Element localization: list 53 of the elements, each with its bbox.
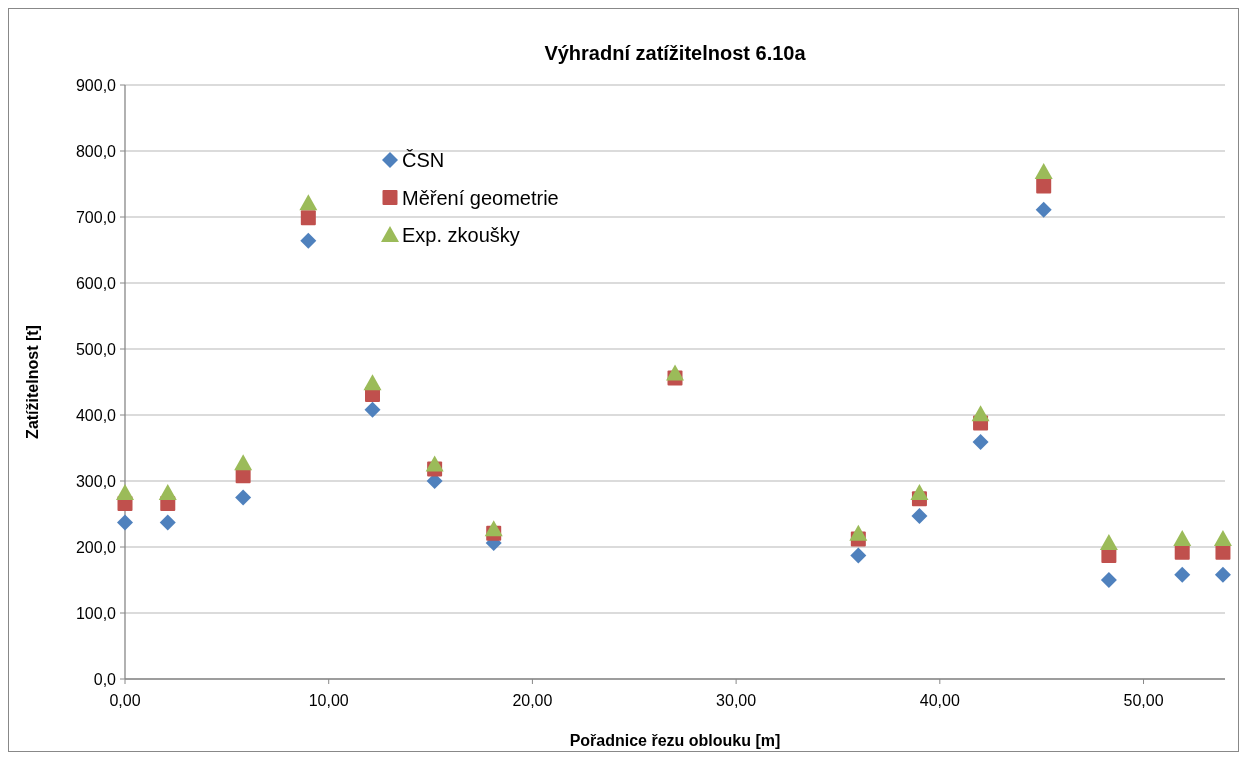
x-tick-label: 50,00 [1123,692,1164,709]
point [300,232,317,249]
point [910,483,929,500]
y-tick-label: 600,0 [75,274,117,292]
y-tick-label: 700,0 [75,208,117,226]
y-tick-label: 300,0 [75,472,117,490]
point [1036,178,1052,194]
y-tick-label: 900,0 [75,76,117,94]
x-tick-label: 10,00 [308,692,349,709]
point [1035,201,1052,218]
point [850,547,867,564]
y-tick-label: 500,0 [75,340,117,358]
legend-label: Exp. zkoušky [402,224,520,246]
point [159,514,176,531]
y-tick-label: 0,0 [93,670,117,688]
point [971,405,990,422]
point [1174,544,1190,560]
point [972,434,989,451]
point [1215,544,1231,560]
x-axis-title: Pořadnice řezu oblouku [m] [569,732,781,749]
point [1174,566,1191,583]
point [1173,530,1192,547]
point [234,454,253,471]
y-tick-label: 800,0 [75,142,117,160]
x-tick-label: 20,00 [512,692,553,709]
point [1100,572,1117,588]
point [1034,163,1053,180]
point [235,489,252,506]
y-axis-title: Zatížitelnost [t] [24,325,41,439]
legend-label: ČSN [402,149,445,171]
point [425,455,444,472]
y-tick-label: 200,0 [75,538,117,556]
point [484,520,503,537]
point [299,194,318,211]
x-tick-label: 0,00 [109,692,141,709]
x-tick-label: 40,00 [919,692,960,709]
point [1214,566,1231,583]
point [1099,534,1118,551]
y-tick-label: 400,0 [75,406,117,424]
point [363,374,382,391]
point [849,524,868,541]
point [116,483,134,500]
point [117,514,133,531]
x-tick-label: 30,00 [716,692,757,709]
y-tick-label: 100,0 [75,604,117,622]
point [158,483,177,500]
point [364,401,381,418]
chart-title: Výhradní zatížitelnost 6.10a [544,42,807,64]
point [300,210,316,226]
point [911,507,928,524]
point [666,364,684,381]
legend-label: Měření geometrie [402,186,559,209]
point [1213,530,1232,547]
